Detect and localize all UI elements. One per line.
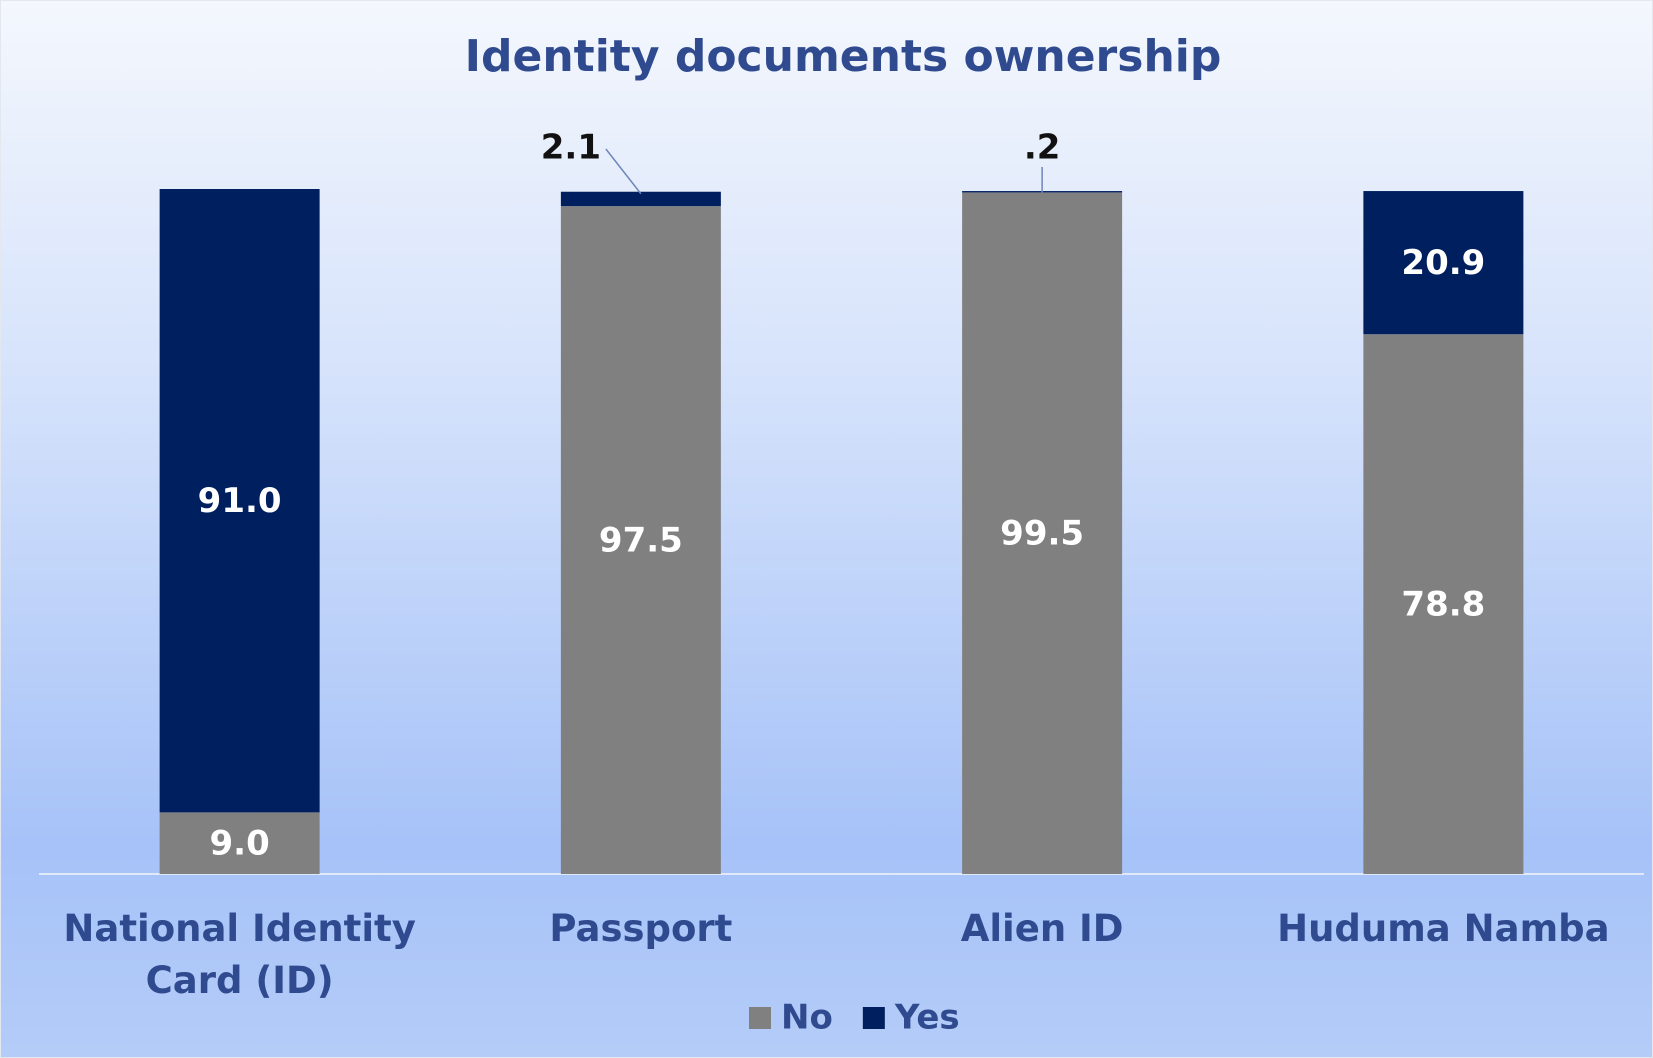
bar-segment xyxy=(560,191,721,207)
legend-swatch xyxy=(749,1007,771,1029)
data-label: 9.0 xyxy=(210,824,270,864)
bar-segment xyxy=(560,206,721,874)
x-tick-label: Huduma Namba xyxy=(1277,907,1610,950)
data-label: 78.8 xyxy=(1401,585,1485,625)
data-label: 97.5 xyxy=(599,521,683,561)
x-tick-label: Passport xyxy=(549,907,733,950)
x-tick-label: Alien ID xyxy=(960,907,1124,950)
legend-label: No xyxy=(781,998,833,1038)
data-label: 20.9 xyxy=(1401,243,1485,283)
bar-segment xyxy=(159,812,320,874)
bar-segment xyxy=(962,192,1123,875)
bar-segment xyxy=(1363,191,1524,335)
x-tick-label: National Identity Card (ID) xyxy=(63,907,416,1002)
data-label: 2.1 xyxy=(541,128,601,168)
legend-swatch xyxy=(862,1007,885,1029)
bar-segment xyxy=(1363,334,1524,875)
chart-title: Identity documents ownership xyxy=(465,31,1222,82)
legend-label: Yes xyxy=(894,998,960,1038)
leader-line xyxy=(605,148,642,195)
data-label: .2 xyxy=(1024,128,1061,168)
data-label: 91.0 xyxy=(198,481,282,521)
data-label: 99.5 xyxy=(1000,514,1084,554)
bar-segment xyxy=(159,189,320,813)
